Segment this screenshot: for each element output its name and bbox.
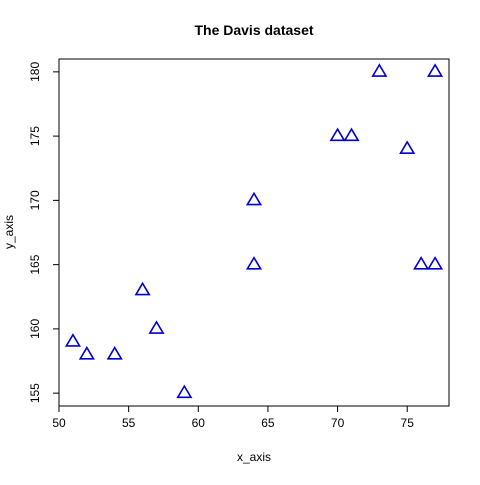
y-tick-label: 170: [28, 190, 42, 210]
y-tick-label: 165: [28, 254, 42, 274]
data-point-triangle: [245, 191, 263, 206]
y-tick-label: 175: [28, 126, 42, 146]
data-point-triangle: [176, 384, 193, 399]
data-point-triangle: [106, 346, 123, 360]
y-tick-label: 180: [28, 62, 42, 82]
x-tick-label: 65: [261, 416, 275, 430]
data-point-triangle: [329, 127, 346, 142]
data-point-triangle: [64, 333, 81, 347]
x-tick-label: 50: [52, 416, 66, 430]
data-point-triangle: [371, 63, 388, 77]
chart-title: The Davis dataset: [194, 22, 313, 38]
x-axis-label: x_axis: [237, 450, 271, 464]
y-tick-label: 160: [28, 319, 42, 339]
y-tick-label: 155: [28, 383, 42, 403]
data-point-triangle: [78, 346, 95, 360]
data-point-triangle: [413, 256, 430, 270]
data-point-triangle: [399, 140, 416, 154]
y-axis: 155 160 165 170 175 180: [28, 62, 59, 403]
y-axis-label: y_axis: [2, 215, 16, 249]
data-point-triangle: [134, 281, 151, 296]
data-point-triangle: [427, 256, 444, 270]
data-point-triangle: [427, 63, 444, 77]
plot-frame: [58, 58, 450, 407]
x-tick-label: 75: [401, 416, 415, 430]
points-layer: [64, 63, 444, 399]
x-tick-label: 55: [122, 416, 136, 430]
x-tick-label: 70: [331, 416, 345, 430]
data-point-triangle: [245, 256, 263, 270]
data-point-triangle: [148, 320, 165, 334]
data-point-triangle: [343, 127, 360, 142]
x-tick-label: 60: [192, 416, 206, 430]
x-axis: 50 55 60 65 70 75: [52, 406, 414, 430]
